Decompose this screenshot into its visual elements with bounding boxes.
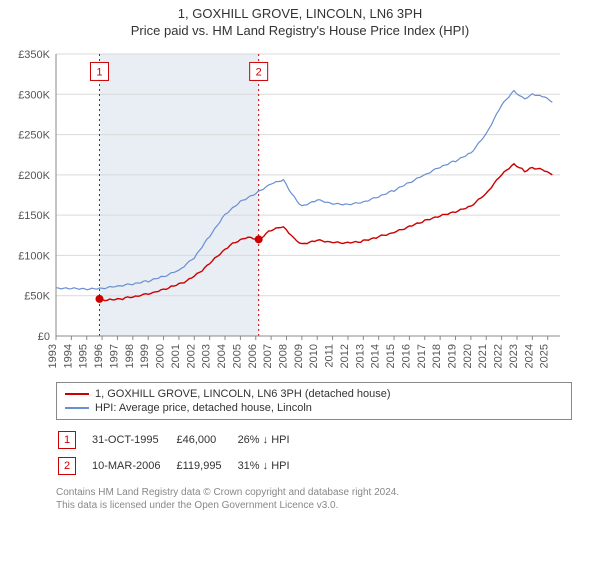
svg-text:2007: 2007 <box>262 344 274 368</box>
legend-label: 1, GOXHILL GROVE, LINCOLN, LN6 3PH (deta… <box>95 388 391 400</box>
svg-text:2001: 2001 <box>170 344 182 368</box>
annotation-row: 1 31-OCT-1995 £46,000 26% ↓ HPI <box>58 428 304 452</box>
svg-text:2013: 2013 <box>354 344 366 368</box>
svg-text:1: 1 <box>96 66 102 78</box>
svg-text:1996: 1996 <box>93 344 105 368</box>
annotation-badge: 1 <box>58 431 76 449</box>
svg-text:2: 2 <box>256 66 262 78</box>
svg-text:2023: 2023 <box>508 344 520 368</box>
svg-text:2005: 2005 <box>231 344 243 368</box>
annotation-date: 10-MAR-2006 <box>92 454 174 478</box>
svg-text:2016: 2016 <box>400 344 412 368</box>
svg-text:2004: 2004 <box>216 344 228 368</box>
title-line-1: 1, GOXHILL GROVE, LINCOLN, LN6 3PH <box>0 6 600 21</box>
svg-text:2017: 2017 <box>416 344 428 368</box>
legend-label: HPI: Average price, detached house, Linc… <box>95 402 312 414</box>
legend-item: HPI: Average price, detached house, Linc… <box>65 401 563 415</box>
footer-line: Contains HM Land Registry data © Crown c… <box>56 486 572 499</box>
svg-text:1997: 1997 <box>108 344 120 368</box>
svg-text:£150K: £150K <box>18 210 50 222</box>
down-arrow-icon: ↓ <box>263 460 269 472</box>
legend-item: 1, GOXHILL GROVE, LINCOLN, LN6 3PH (deta… <box>65 387 563 401</box>
svg-text:2003: 2003 <box>201 344 213 368</box>
svg-text:2015: 2015 <box>385 344 397 368</box>
annotation-table: 1 31-OCT-1995 £46,000 26% ↓ HPI 2 10-MAR… <box>56 426 306 480</box>
annotation-badge: 2 <box>58 457 76 475</box>
svg-text:1995: 1995 <box>78 344 90 368</box>
svg-text:£100K: £100K <box>18 250 50 262</box>
legend-swatch <box>65 393 89 395</box>
annotation-pct: 31% ↓ HPI <box>238 454 304 478</box>
svg-text:2009: 2009 <box>293 344 305 368</box>
svg-text:£350K: £350K <box>18 49 50 61</box>
annotation-date: 31-OCT-1995 <box>92 428 174 452</box>
svg-text:2024: 2024 <box>523 344 535 368</box>
svg-text:1994: 1994 <box>62 344 74 368</box>
svg-text:£0: £0 <box>38 331 50 343</box>
svg-text:£50K: £50K <box>24 291 50 303</box>
down-arrow-icon: ↓ <box>263 434 269 446</box>
annotation-price: £46,000 <box>176 428 235 452</box>
price-chart: £0 £50K £100K £150K £200K £250K £300K £350K 1993… <box>10 46 570 376</box>
svg-text:2022: 2022 <box>493 344 505 368</box>
svg-text:1999: 1999 <box>139 344 151 368</box>
svg-text:2006: 2006 <box>247 344 259 368</box>
annotation-pct: 26% ↓ HPI <box>238 428 304 452</box>
legend-swatch <box>65 407 89 409</box>
svg-text:2012: 2012 <box>339 344 351 368</box>
annotation-row: 2 10-MAR-2006 £119,995 31% ↓ HPI <box>58 454 304 478</box>
svg-text:2020: 2020 <box>462 344 474 368</box>
svg-text:2002: 2002 <box>185 344 197 368</box>
svg-text:1993: 1993 <box>47 344 59 368</box>
svg-text:2021: 2021 <box>477 344 489 368</box>
svg-text:2018: 2018 <box>431 344 443 368</box>
title-line-2: Price paid vs. HM Land Registry's House … <box>0 23 600 38</box>
svg-text:£250K: £250K <box>18 130 50 142</box>
svg-text:2011: 2011 <box>324 344 336 368</box>
svg-text:1998: 1998 <box>124 344 136 368</box>
svg-text:2008: 2008 <box>277 344 289 368</box>
annotation-price: £119,995 <box>176 454 235 478</box>
footer-line: This data is licensed under the Open Gov… <box>56 499 572 512</box>
svg-text:£300K: £300K <box>18 89 50 101</box>
svg-text:£200K: £200K <box>18 170 50 182</box>
legend: 1, GOXHILL GROVE, LINCOLN, LN6 3PH (deta… <box>56 382 572 420</box>
svg-text:2014: 2014 <box>370 344 382 368</box>
svg-text:2019: 2019 <box>447 344 459 368</box>
footer: Contains HM Land Registry data © Crown c… <box>56 486 572 512</box>
svg-text:2000: 2000 <box>155 344 167 368</box>
svg-text:2025: 2025 <box>539 344 551 368</box>
svg-text:2010: 2010 <box>308 344 320 368</box>
chart-container: £0 £50K £100K £150K £200K £250K £300K £350K 1993… <box>10 46 590 376</box>
